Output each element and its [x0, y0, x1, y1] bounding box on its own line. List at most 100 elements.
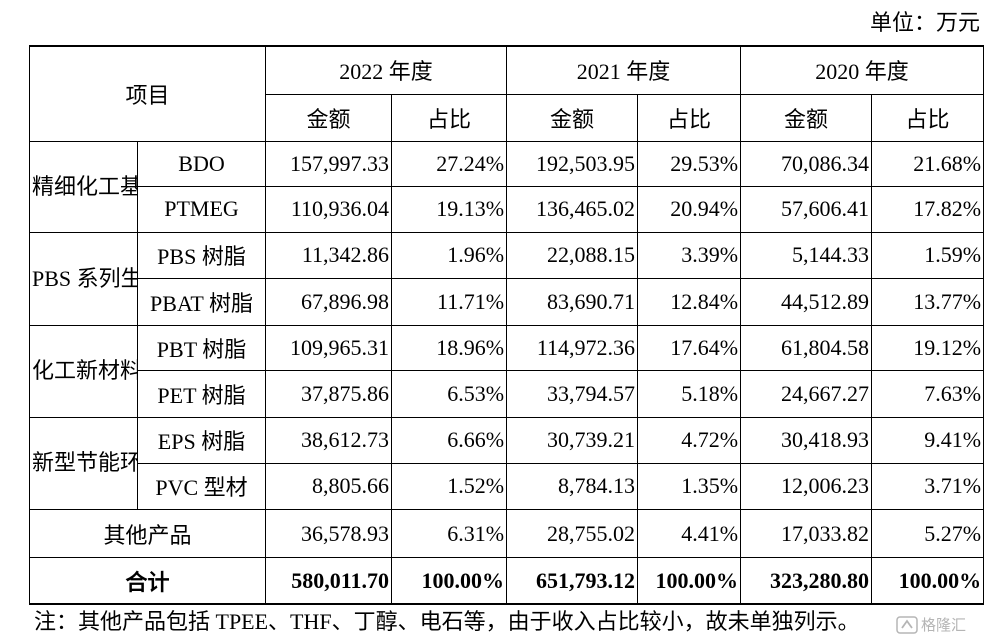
amount-cell: 192,503.95 [506, 140, 639, 187]
amount-cell: 30,739.21 [506, 416, 639, 464]
header-year-2022: 2022 年度 [265, 45, 508, 95]
amount-cell: 157,997.33 [265, 140, 393, 187]
total-ratio-cell: 100.00% [637, 557, 742, 605]
ratio-cell: 3.39% [637, 231, 742, 280]
table-row-total: 合计 580,011.70 100.00% 651,793.12 100.00%… [28, 557, 985, 605]
ratio-cell: 5.18% [637, 370, 742, 418]
amount-cell: 114,972.36 [506, 325, 639, 372]
amount-cell: 8,784.13 [506, 462, 639, 511]
total-ratio-cell: 100.00% [391, 557, 508, 605]
ratio-cell: 12.84% [637, 278, 742, 327]
amount-cell: 38,612.73 [265, 416, 393, 464]
ratio-cell: 4.72% [637, 416, 742, 464]
gelonghui-logo-icon [896, 615, 918, 634]
ratio-cell: 5.27% [871, 509, 985, 559]
unit-label: 单位：万元 [869, 10, 980, 35]
other-products-label: 其他产品 [28, 509, 267, 559]
table-row: 化工新材料 PBT 树脂 109,965.31 18.96% 114,972.3… [29, 325, 985, 418]
amount-cell: 110,936.04 [265, 185, 393, 233]
amount-cell: 70,086.34 [740, 140, 873, 187]
amount-cell: 24,667.27 [740, 370, 873, 418]
amount-cell: 11,342.86 [265, 231, 393, 280]
product-cell: PVC 型材 [136, 462, 267, 511]
product-cell: PET 树脂 [136, 370, 267, 418]
ratio-cell: 17.82% [871, 185, 985, 233]
ratio-cell: 19.12% [871, 325, 985, 372]
ratio-cell: 1.96% [391, 231, 508, 280]
ratio-cell: 6.66% [391, 416, 508, 464]
ratio-cell: 21.68% [871, 140, 985, 187]
amount-cell: 12,006.23 [740, 462, 873, 511]
category-cell: 新型节能环保建材 [29, 416, 138, 511]
header-item: 项目 [28, 45, 267, 142]
header-year-2021: 2021 年度 [506, 45, 742, 95]
amount-cell: 44,512.89 [740, 278, 873, 327]
table-row: PBS 系列生物降解材料 PBS 树脂 11,342.86 1.96% 22,0… [29, 231, 985, 327]
ratio-cell: 11.71% [391, 278, 508, 327]
table-row: PBAT 树脂 67,896.98 11.71% 83,690.71 12.84… [30, 278, 985, 327]
ratio-cell: 6.31% [391, 509, 508, 559]
amount-cell: 37,875.86 [265, 370, 393, 418]
revenue-table: 项目 2022 年度 2021 年度 2020 年度 金额 占比 金额 占比 金… [28, 45, 985, 605]
product-cell: BDO [136, 140, 267, 187]
ratio-cell: 1.59% [871, 231, 985, 280]
total-amount-cell: 323,280.80 [740, 557, 873, 605]
amount-cell: 17,033.82 [740, 509, 873, 559]
ratio-cell: 6.53% [391, 370, 508, 418]
table-row: PTMEG 110,936.04 19.13% 136,465.02 20.94… [30, 185, 985, 233]
header-amount: 金额 [506, 93, 639, 142]
header-ratio: 占比 [637, 93, 742, 142]
header-amount: 金额 [265, 93, 393, 142]
total-ratio-cell: 100.00% [871, 557, 985, 605]
product-cell: EPS 树脂 [136, 416, 267, 464]
product-cell: PBAT 树脂 [136, 278, 267, 327]
amount-cell: 30,418.93 [740, 416, 873, 464]
watermark: 格隆汇 [896, 614, 966, 635]
ratio-cell: 17.64% [637, 325, 742, 372]
amount-cell: 109,965.31 [265, 325, 393, 372]
footnote: 注：其他产品包括 TPEE、THF、丁醇、电石等，由于收入占比较小，故未单独列示… [34, 609, 860, 634]
amount-cell: 83,690.71 [506, 278, 639, 327]
ratio-cell: 1.52% [391, 462, 508, 511]
header-amount: 金额 [740, 93, 873, 142]
amount-cell: 33,794.57 [506, 370, 639, 418]
amount-cell: 36,578.93 [265, 509, 393, 559]
total-amount-cell: 651,793.12 [506, 557, 639, 605]
table-row: 精细化工基础原料 BDO 157,997.33 27.24% 192,503.9… [29, 140, 985, 233]
category-cell: 精细化工基础原料 [29, 140, 138, 233]
ratio-cell: 13.77% [871, 278, 985, 327]
ratio-cell: 1.35% [637, 462, 742, 511]
amount-cell: 57,606.41 [740, 185, 873, 233]
ratio-cell: 9.41% [871, 416, 985, 464]
table-row: PET 树脂 37,875.86 6.53% 33,794.57 5.18% 2… [30, 370, 985, 418]
header-year-2020: 2020 年度 [740, 45, 985, 95]
watermark-text: 格隆汇 [920, 616, 966, 634]
ratio-cell: 19.13% [391, 185, 508, 233]
amount-cell: 136,465.02 [506, 185, 639, 233]
amount-cell: 8,805.66 [265, 462, 393, 511]
total-amount-cell: 580,011.70 [265, 557, 393, 605]
table-row: PVC 型材 8,805.66 1.52% 8,784.13 1.35% 12,… [30, 462, 985, 511]
product-cell: PBT 树脂 [136, 325, 267, 372]
ratio-cell: 4.41% [637, 509, 742, 559]
header-ratio: 占比 [391, 93, 508, 142]
product-cell: PTMEG [136, 185, 267, 233]
ratio-cell: 27.24% [391, 140, 508, 187]
amount-cell: 28,755.02 [506, 509, 639, 559]
ratio-cell: 7.63% [871, 370, 985, 418]
total-label: 合计 [28, 557, 267, 605]
category-cell: PBS 系列生物降解材料 [29, 231, 138, 327]
ratio-cell: 18.96% [391, 325, 508, 372]
amount-cell: 5,144.33 [740, 231, 873, 280]
category-cell: 化工新材料 [29, 325, 138, 418]
ratio-cell: 29.53% [637, 140, 742, 187]
amount-cell: 22,088.15 [506, 231, 639, 280]
header-ratio: 占比 [871, 93, 985, 142]
ratio-cell: 3.71% [871, 462, 985, 511]
table-row: 新型节能环保建材 EPS 树脂 38,612.73 6.66% 30,739.2… [29, 416, 985, 511]
ratio-cell: 20.94% [637, 185, 742, 233]
table-row-other: 其他产品 36,578.93 6.31% 28,755.02 4.41% 17,… [28, 509, 985, 559]
amount-cell: 67,896.98 [265, 278, 393, 327]
product-cell: PBS 树脂 [136, 231, 267, 280]
amount-cell: 61,804.58 [740, 325, 873, 372]
